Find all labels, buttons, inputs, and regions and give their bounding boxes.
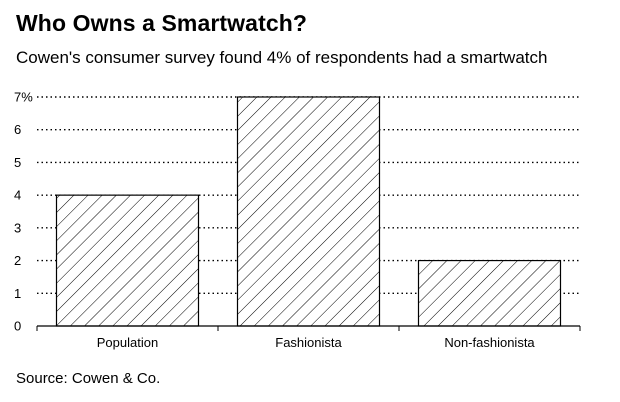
y-tick-label: 2 xyxy=(14,253,21,268)
x-tick-label: Fashionista xyxy=(275,335,342,350)
chart-title: Who Owns a Smartwatch? xyxy=(16,10,308,36)
y-tick-label: 1 xyxy=(14,286,21,301)
y-tick-label: 6 xyxy=(14,122,21,137)
x-tick-label: Non-fashionista xyxy=(444,335,535,350)
y-tick-label: 7% xyxy=(14,90,33,105)
y-axis-ticks: 0 1 2 3 4 5 6 7% xyxy=(14,90,33,334)
chart-subtitle: Cowen's consumer survey found 4% of resp… xyxy=(16,48,548,67)
y-tick-label: 3 xyxy=(14,220,21,235)
y-tick-label: 4 xyxy=(14,188,21,203)
x-tick-label: Population xyxy=(97,335,158,350)
bars xyxy=(55,96,562,327)
y-tick-label: 5 xyxy=(14,155,21,170)
bar-population xyxy=(55,194,200,327)
chart-source: Source: Cowen & Co. xyxy=(16,370,161,387)
bar-non-fashionista xyxy=(417,259,562,327)
x-axis-ticks: Population Fashionista Non-fashionista xyxy=(97,335,536,350)
bar-fashionista xyxy=(236,96,381,327)
y-tick-label: 0 xyxy=(14,319,21,334)
x-axis xyxy=(36,325,581,331)
